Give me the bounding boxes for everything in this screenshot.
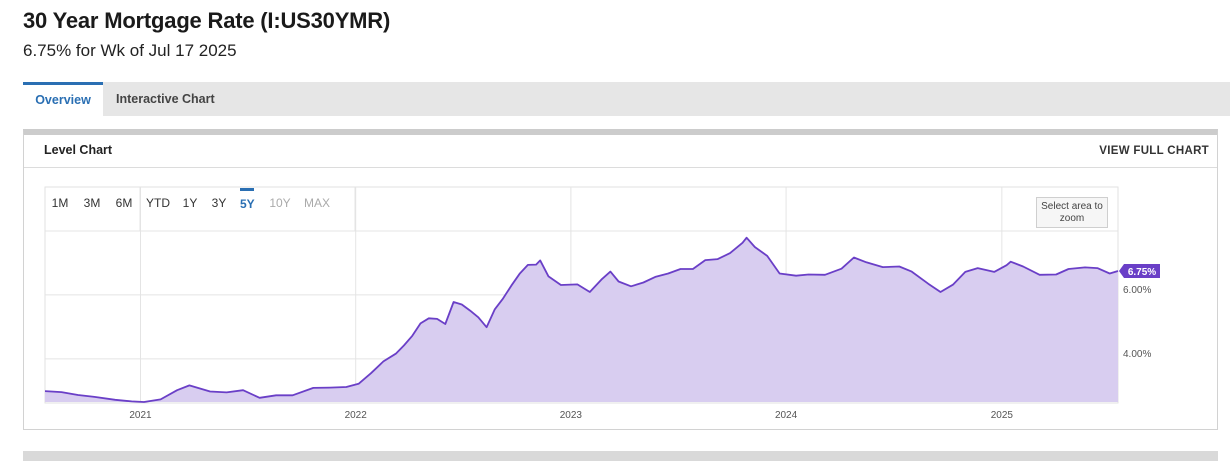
tab-overview[interactable]: Overview (23, 82, 103, 116)
x-tick-label: 2025 (991, 410, 1014, 421)
card-title: Level Chart (44, 143, 113, 157)
card-header: Level Chart VIEW FULL CHART (24, 135, 1217, 168)
last-value-badge: 6.75% (1119, 263, 1160, 278)
y-tick-label: 6.00% (1123, 285, 1151, 296)
last-value-label: 6.75% (1128, 267, 1156, 278)
tab-bar: Overview Interactive Chart (23, 82, 1230, 116)
next-section-edge (23, 451, 1218, 461)
range-3m-button[interactable]: 3M (83, 196, 101, 210)
y-tick-label: 4.00% (1123, 349, 1151, 360)
range-1m-button[interactable]: 1M (51, 196, 69, 210)
page-subtitle: 6.75% for Wk of Jul 17 2025 (23, 41, 237, 60)
tab-interactive-chart[interactable]: Interactive Chart (116, 92, 215, 106)
range-max-button: MAX (303, 196, 330, 210)
range-1y-button[interactable]: 1Y (182, 196, 198, 210)
page-title: 30 Year Mortgage Rate (I:US30YMR) (23, 8, 391, 33)
range-3y-button[interactable]: 3Y (211, 196, 227, 210)
range-5y-button[interactable]: 5Y (240, 188, 255, 221)
view-full-chart-link[interactable]: VIEW FULL CHART (1099, 145, 1209, 157)
rate-area (45, 237, 1118, 402)
y-axis-labels: 4.00% 6.00% (1123, 285, 1151, 360)
range-6m-button[interactable]: 6M (115, 196, 133, 210)
rate-line (44, 236, 1119, 403)
x-tick-label: 2024 (775, 410, 798, 421)
x-tick-label: 2022 (345, 410, 368, 421)
x-axis-labels: 2021 2022 2023 2024 2025 (129, 410, 1013, 421)
range-ytd-button[interactable]: YTD (146, 196, 170, 210)
range-10y-button: 10Y (269, 196, 291, 210)
x-tick-label: 2021 (129, 410, 152, 421)
last-value-badge-bg (1119, 263, 1160, 278)
x-tick-label: 2023 (560, 410, 583, 421)
zoom-hint: Select area to zoom (1036, 197, 1108, 228)
